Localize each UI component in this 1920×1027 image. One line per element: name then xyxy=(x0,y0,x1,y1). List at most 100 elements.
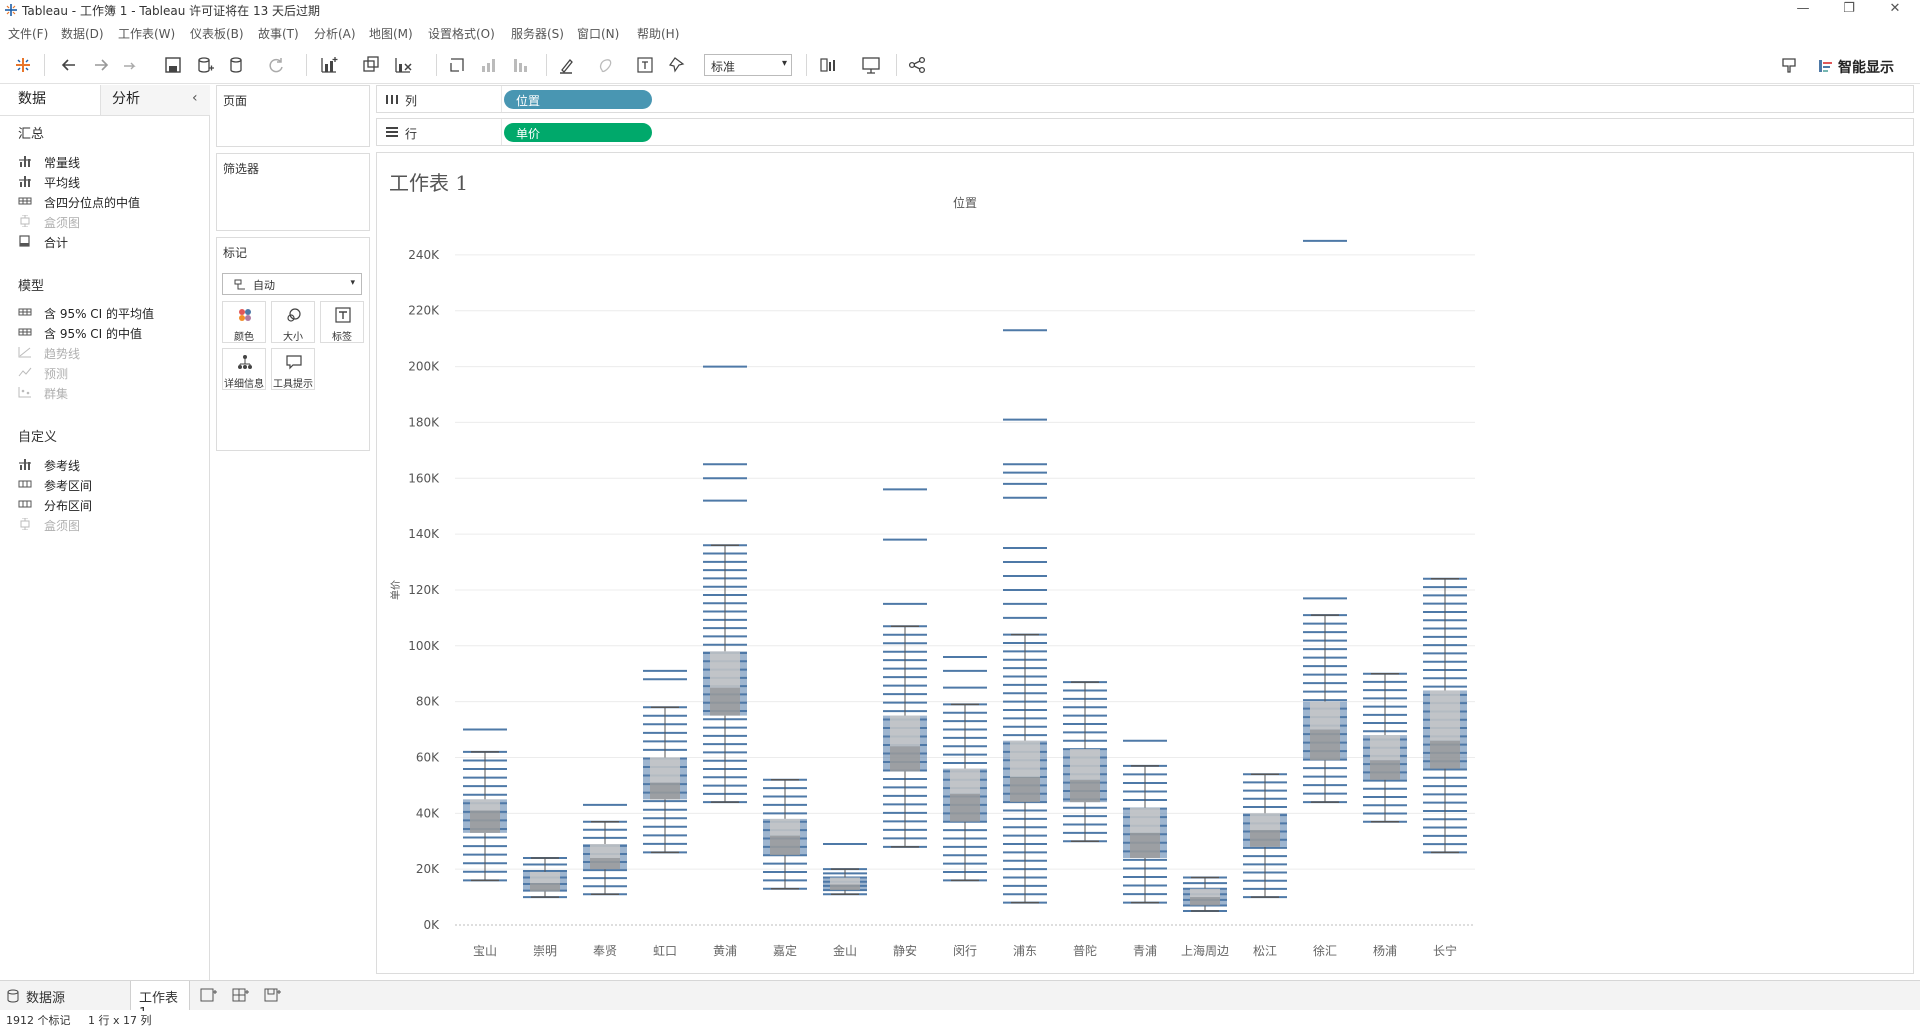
analytics-item-average-ci[interactable]: 含 95% CI 的平均值 xyxy=(18,304,203,322)
columns-icon xyxy=(386,95,398,104)
pause-data-updates-icon[interactable] xyxy=(226,54,248,76)
analytics-item-box-plot[interactable]: 盒须图 xyxy=(18,516,203,534)
marks-button-label: 大小 xyxy=(283,332,303,343)
box-lower xyxy=(1070,779,1100,803)
box-upper xyxy=(830,877,860,885)
columns-shelf[interactable]: 列 位置 xyxy=(376,85,1914,113)
marks-label-button[interactable]: 标签 xyxy=(320,301,364,343)
show-cards-icon[interactable] xyxy=(818,54,840,76)
menu-data[interactable]: 数据(D) xyxy=(61,27,104,41)
tab-data-source[interactable]: 数据源 xyxy=(0,981,130,1010)
pages-shelf[interactable]: 页面 xyxy=(216,85,370,147)
swap-rows-columns-icon[interactable] xyxy=(446,54,468,76)
menu-window[interactable]: 窗口(N) xyxy=(577,27,620,41)
box-lower xyxy=(590,857,620,870)
sort-ascending-icon[interactable] xyxy=(478,54,500,76)
refresh-icon[interactable] xyxy=(265,54,287,76)
size-icon xyxy=(287,308,301,322)
tableau-logo-icon xyxy=(5,4,17,16)
analytics-item-reference-band[interactable]: 参考区间 xyxy=(18,476,203,494)
menu-story[interactable]: 故事(T) xyxy=(258,27,299,41)
box-lower xyxy=(1190,897,1220,906)
menu-format[interactable]: 设置格式(O) xyxy=(428,27,495,41)
show-me-button[interactable]: 智能显示 xyxy=(1818,56,1894,76)
analytics-item-average-line[interactable]: 平均线 xyxy=(18,173,203,191)
analytics-item-constant-line[interactable]: 常量线 xyxy=(18,153,203,171)
rows-pill-label: 单价 xyxy=(516,127,541,141)
clear-sheet-icon[interactable] xyxy=(392,54,414,76)
minimize-button[interactable]: — xyxy=(1796,1,1810,16)
new-data-source-icon[interactable] xyxy=(194,54,216,76)
tooltip-preferences-icon[interactable] xyxy=(1778,54,1800,76)
fix-axes-icon[interactable] xyxy=(666,54,688,76)
close-button[interactable]: ✕ xyxy=(1889,1,1901,16)
filters-shelf[interactable]: 筛选器 xyxy=(216,153,370,231)
marks-size-button[interactable]: 大小 xyxy=(271,301,315,343)
analytics-item-label: 常量线 xyxy=(44,156,81,170)
y-tick-label: 40K xyxy=(416,806,440,820)
box-upper xyxy=(770,818,800,836)
collapse-pane-icon[interactable]: ‹ xyxy=(192,90,198,106)
analytics-item-forecast[interactable]: 预测 xyxy=(18,364,203,382)
analytics-item-cluster[interactable]: 群集 xyxy=(18,384,203,402)
group-members-icon[interactable] xyxy=(594,54,616,76)
analytics-item-distribution-band[interactable]: 分布区间 xyxy=(18,496,203,514)
tab-sheet-1[interactable]: 工作表 1 xyxy=(130,981,190,1021)
analytics-item-median-ci[interactable]: 含 95% CI 的中值 xyxy=(18,324,203,342)
new-dashboard-tab-icon[interactable] xyxy=(232,987,250,1003)
tableau-start-icon[interactable] xyxy=(12,54,34,76)
maximize-button[interactable]: ❐ xyxy=(1843,1,1855,16)
menu-map[interactable]: 地图(M) xyxy=(369,27,413,41)
box-upper xyxy=(710,651,740,688)
y-tick-label: 240K xyxy=(408,248,440,262)
rows-pill[interactable]: 单价 xyxy=(504,123,652,142)
duplicate-sheet-icon[interactable] xyxy=(360,54,382,76)
analytics-item-label: 参考区间 xyxy=(44,479,93,493)
marks-detail-button[interactable]: 详细信息 xyxy=(222,348,266,390)
tab-analysis[interactable]: 分析 xyxy=(112,91,140,107)
rows-shelf[interactable]: 行 单价 xyxy=(376,118,1914,146)
new-worksheet-icon[interactable] xyxy=(318,54,340,76)
analytics-item-label: 平均线 xyxy=(44,176,81,190)
share-icon[interactable] xyxy=(906,54,928,76)
box-lower xyxy=(1010,777,1040,803)
marks-tooltip-button[interactable]: 工具提示 xyxy=(271,348,315,390)
chevron-down-icon: ▾ xyxy=(781,58,787,69)
menu-file[interactable]: 文件(F) xyxy=(8,27,49,41)
menu-server[interactable]: 服务器(S) xyxy=(511,27,564,41)
analytics-item-reference-line[interactable]: 参考线 xyxy=(18,456,203,474)
mark-type-select[interactable]: 自动 ▾ xyxy=(222,273,362,295)
highlight-icon[interactable] xyxy=(556,54,578,76)
box-lower xyxy=(650,782,680,800)
totals-icon xyxy=(19,235,30,247)
menu-analysis[interactable]: 分析(A) xyxy=(314,27,356,41)
analytics-item-box-plot[interactable]: 盒须图 xyxy=(18,213,203,231)
columns-pill[interactable]: 位置 xyxy=(504,90,652,109)
sort-descending-icon[interactable] xyxy=(510,54,532,76)
toolbar-separator xyxy=(44,54,45,76)
y-axis-label: 单价 xyxy=(390,580,402,600)
fit-select[interactable]: 标准 ▾ xyxy=(704,54,792,76)
analytics-item-trend-line[interactable]: 趋势线 xyxy=(18,344,203,362)
analytics-item-median-quartiles[interactable]: 含四分位点的中值 xyxy=(18,193,203,211)
median-ci-icon xyxy=(18,328,32,336)
save-icon[interactable] xyxy=(162,54,184,76)
menu-help[interactable]: 帮助(H) xyxy=(637,27,680,41)
marks-color-button[interactable]: 颜色 xyxy=(222,301,266,343)
reference-line-icon xyxy=(19,459,31,470)
analytics-item-totals[interactable]: 合计 xyxy=(18,233,203,251)
menu-dashboard[interactable]: 仪表板(B) xyxy=(190,27,244,41)
replay-icon[interactable] xyxy=(120,54,142,76)
new-worksheet-tab-icon[interactable] xyxy=(200,987,218,1003)
x-tick-label: 黄浦 xyxy=(713,944,737,958)
presentation-mode-icon[interactable] xyxy=(860,54,882,76)
undo-icon[interactable] xyxy=(58,54,80,76)
menu-worksheet[interactable]: 工作表(W) xyxy=(118,27,176,41)
tab-data[interactable]: 数据 xyxy=(18,91,46,107)
box-lower xyxy=(1130,832,1160,858)
new-story-tab-icon[interactable] xyxy=(264,987,282,1003)
analytics-item-label: 合计 xyxy=(44,236,69,250)
redo-icon[interactable] xyxy=(90,54,112,76)
section-title-model: 模型 xyxy=(18,279,45,294)
show-mark-labels-icon[interactable] xyxy=(634,54,656,76)
